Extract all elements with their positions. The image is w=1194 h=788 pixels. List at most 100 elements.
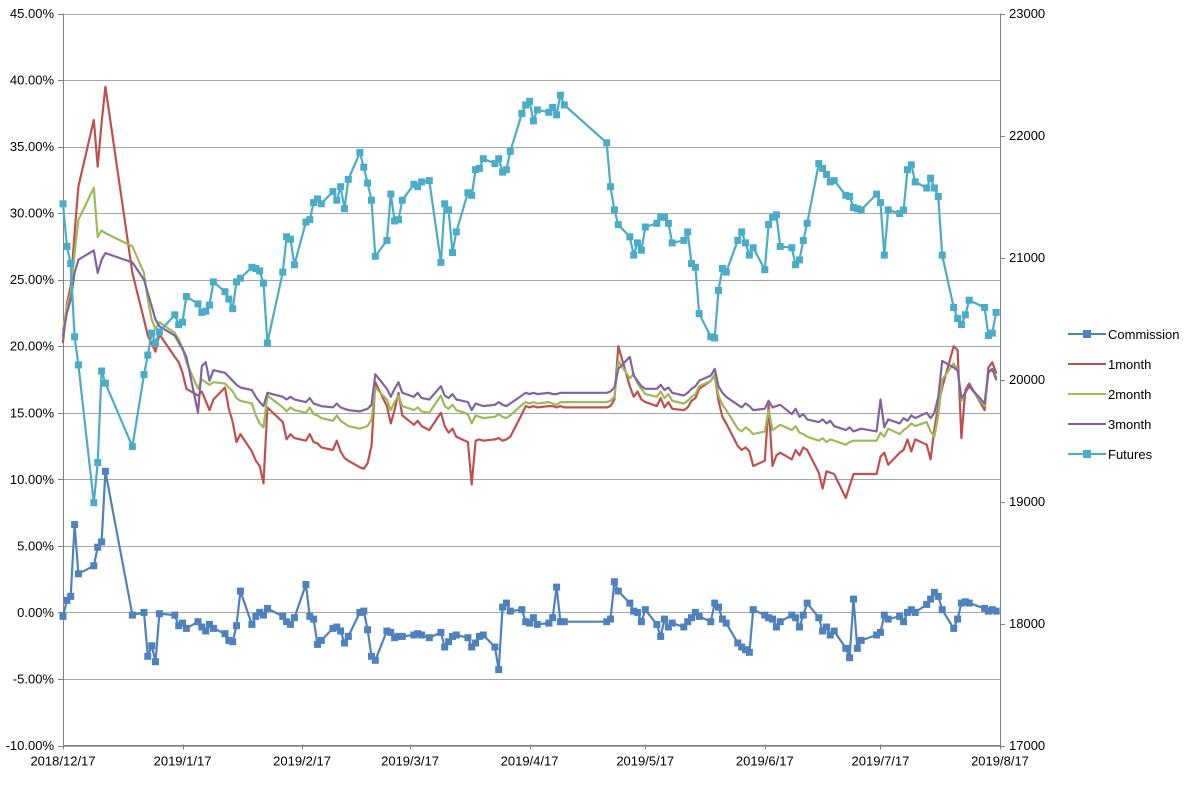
data-point-marker xyxy=(734,639,742,647)
data-point-marker xyxy=(175,321,183,329)
data-point-marker xyxy=(850,595,857,603)
data-point-marker xyxy=(252,265,260,272)
legend-item-commission: Commission xyxy=(1068,319,1194,349)
data-point-marker xyxy=(799,236,807,244)
data-point-marker xyxy=(63,596,71,604)
data-point-marker xyxy=(317,200,325,208)
data-point-marker xyxy=(637,618,645,626)
data-point-marker xyxy=(437,258,445,266)
data-point-marker xyxy=(796,623,803,631)
data-point-marker xyxy=(761,266,769,274)
data-point-marker xyxy=(179,619,186,627)
data-point-marker xyxy=(67,260,75,268)
data-point-marker xyxy=(742,239,749,247)
legend-item-futures: Futures xyxy=(1068,439,1194,469)
data-point-marker xyxy=(329,624,337,632)
data-point-marker xyxy=(788,244,796,252)
y-axis-left-tick-label: 40.00% xyxy=(10,73,55,88)
data-point-marker xyxy=(360,607,368,615)
data-point-marker xyxy=(957,599,965,607)
x-axis-tick-label: 2019/1/17 xyxy=(154,754,212,769)
data-point-marker xyxy=(225,295,233,303)
data-point-marker xyxy=(815,160,823,168)
data-point-marker xyxy=(950,624,958,632)
series-2month xyxy=(61,186,998,446)
data-point-marker xyxy=(904,166,911,174)
data-point-marker xyxy=(302,218,310,226)
data-point-marker xyxy=(71,521,79,529)
data-point-marker xyxy=(853,205,861,213)
data-point-marker xyxy=(144,652,152,660)
data-point-marker xyxy=(256,267,264,275)
data-point-marker xyxy=(518,606,526,614)
data-point-marker xyxy=(148,642,156,650)
data-point-marker xyxy=(518,110,526,117)
legend-label: Futures xyxy=(1108,446,1153,462)
data-point-marker xyxy=(414,630,422,638)
x-axis-tick-label: 2019/4/17 xyxy=(501,754,559,769)
data-point-marker xyxy=(830,177,838,185)
data-point-marker xyxy=(715,286,722,294)
legend-label: 2month xyxy=(1108,386,1152,402)
data-point-marker xyxy=(961,311,969,319)
data-point-marker xyxy=(425,177,433,185)
data-point-marker xyxy=(938,606,946,614)
data-point-marker xyxy=(175,622,183,630)
data-point-marker xyxy=(395,216,402,224)
data-point-marker xyxy=(846,654,854,662)
data-point-marker xyxy=(233,278,240,286)
data-point-marker xyxy=(502,166,510,174)
data-point-marker xyxy=(441,643,449,651)
data-point-marker xyxy=(684,228,692,236)
data-point-marker xyxy=(198,623,206,631)
data-point-marker xyxy=(603,618,611,626)
data-point-marker xyxy=(553,111,561,119)
data-point-marker xyxy=(549,103,557,111)
data-point-marker xyxy=(221,630,229,638)
data-point-marker xyxy=(857,636,865,644)
series-markers xyxy=(59,91,1000,507)
y-axis-left-tick-label: 10.00% xyxy=(10,472,55,487)
data-point-marker xyxy=(749,244,757,252)
y-axis-right-tick-label: 23000 xyxy=(1009,6,1045,21)
data-point-marker xyxy=(63,243,71,250)
data-point-marker xyxy=(391,217,399,225)
data-point-marker xyxy=(333,196,341,204)
data-point-marker xyxy=(853,644,861,652)
data-point-marker xyxy=(668,619,676,627)
data-point-marker xyxy=(410,631,418,639)
data-point-marker xyxy=(364,626,372,634)
data-point-marker xyxy=(140,608,148,616)
commission-line-swatch-icon xyxy=(1068,329,1106,339)
series-1month xyxy=(61,85,998,500)
data-point-marker xyxy=(927,174,935,182)
data-point-marker xyxy=(884,615,892,623)
data-point-marker xyxy=(819,627,827,635)
series-3month xyxy=(61,249,998,433)
data-point-marker xyxy=(634,608,641,616)
data-point-marker xyxy=(533,106,541,114)
data-point-marker xyxy=(391,634,399,642)
x-axis-tick-label: 2019/5/17 xyxy=(616,754,674,769)
data-point-marker xyxy=(418,178,426,186)
data-point-marker xyxy=(472,639,480,647)
data-point-marker xyxy=(688,260,695,268)
data-point-marker xyxy=(930,184,938,192)
x-axis-tick-label: 2019/2/17 xyxy=(273,754,331,769)
data-point-marker xyxy=(718,615,726,623)
data-point-marker xyxy=(900,206,908,214)
data-point-marker xyxy=(287,235,294,243)
data-point-marker xyxy=(607,615,614,623)
data-point-marker xyxy=(341,639,348,647)
y-axis-right-tick-label: 22000 xyxy=(1009,128,1045,143)
data-point-marker xyxy=(823,623,830,631)
data-point-marker xyxy=(796,256,803,264)
data-point-marker xyxy=(553,583,561,591)
data-point-marker xyxy=(387,628,395,636)
data-point-marker xyxy=(128,443,136,451)
data-point-marker xyxy=(310,615,318,623)
data-point-marker xyxy=(310,199,318,207)
data-point-marker xyxy=(236,587,244,595)
y-axis-right-tick-label: 17000 xyxy=(1009,738,1045,753)
data-point-marker xyxy=(637,246,645,254)
